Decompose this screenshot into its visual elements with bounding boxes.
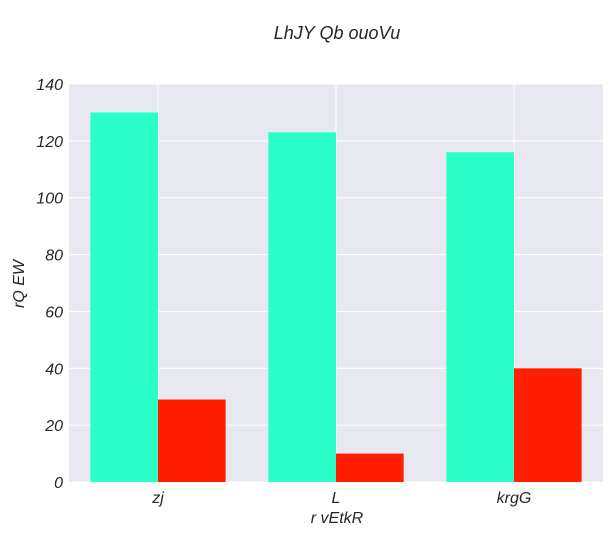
y-tick-label: 20 <box>44 418 63 435</box>
bar-series2-krgG <box>514 368 582 482</box>
y-tick-label: 60 <box>45 304 63 321</box>
y-tick-label: 40 <box>45 361 63 378</box>
bar-series2-L <box>336 453 404 482</box>
y-tick-labels: 0 20 40 60 80 100 120 140 <box>36 77 63 492</box>
bar-series1-L <box>268 132 336 483</box>
x-axis-label: r vEtkR <box>311 510 364 527</box>
y-tick-label: 80 <box>45 248 63 265</box>
y-tick-label: 120 <box>36 134 63 151</box>
bar-series2-zj <box>158 399 226 482</box>
chart-title: LhJY Qb ouoVu <box>274 23 400 43</box>
y-tick-label: 0 <box>54 475 63 492</box>
x-tick-label: zj <box>151 490 164 507</box>
x-tick-label: krgG <box>497 490 532 507</box>
bar-series1-krgG <box>446 152 514 482</box>
bars <box>90 112 582 483</box>
y-tick-label: 100 <box>36 191 63 208</box>
y-axis-label: rQ EW <box>11 258 28 308</box>
bar-series1-zj <box>90 112 158 482</box>
y-tick-label: 140 <box>36 77 63 94</box>
x-tick-label: L <box>332 490 341 507</box>
